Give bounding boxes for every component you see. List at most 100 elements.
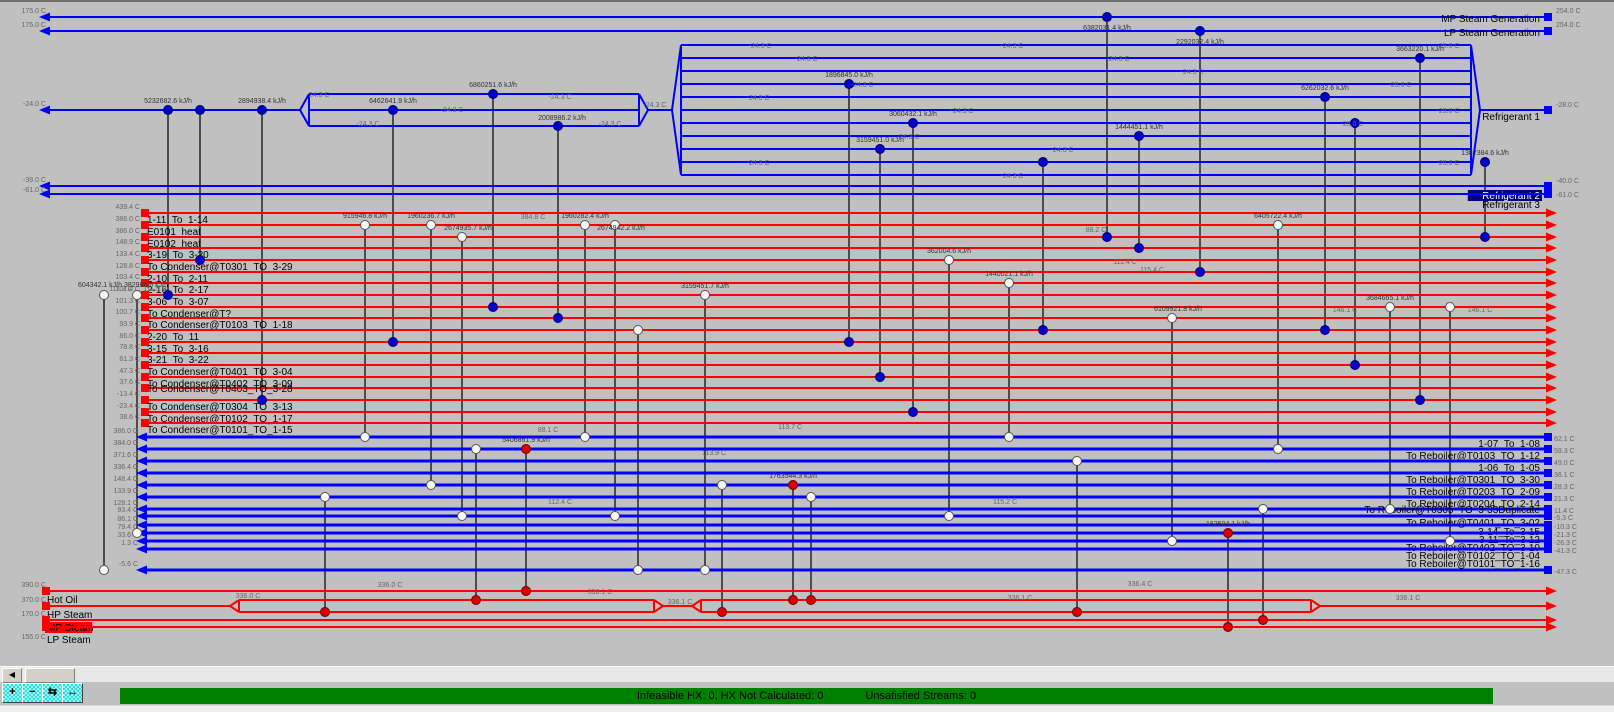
exchanger-node-white[interactable]	[1072, 456, 1082, 466]
exchanger-node-white[interactable]	[99, 290, 109, 300]
exchanger-node-red[interactable]	[788, 595, 798, 605]
exchanger-node-red[interactable]	[717, 607, 727, 617]
stream-label-To Reboiler@T0103_TO_1-12[interactable]: To Reboiler@T0103_TO_1-12	[1406, 451, 1540, 462]
stream-label-1-11_To_1-14[interactable]: 1-11_To_1-14	[147, 215, 208, 226]
exchanger-node-white[interactable]	[700, 290, 710, 300]
scrollbar-thumb[interactable]	[25, 668, 75, 683]
exchanger-node-white[interactable]	[1445, 536, 1455, 546]
zoom-horizontal-button[interactable]: ⇆	[42, 683, 63, 703]
exchanger-node-white[interactable]	[580, 432, 590, 442]
exchanger-node-blue[interactable]	[1480, 232, 1490, 242]
stream-label-To Condenser@T0102_TO_1-17[interactable]: To Condenser@T0102_TO_1-17	[147, 414, 293, 425]
exchanger-node-blue[interactable]	[1350, 118, 1360, 128]
exchanger-node-blue[interactable]	[1134, 131, 1144, 141]
stream-label-Refrigerant 1[interactable]: Refrigerant 1	[1482, 112, 1540, 123]
exchanger-node-blue[interactable]	[195, 255, 205, 265]
exchanger-node-white[interactable]	[99, 565, 109, 575]
exchanger-node-blue[interactable]	[257, 105, 267, 115]
exchanger-node-white[interactable]	[471, 444, 481, 454]
pan-button[interactable]: ↔	[62, 683, 83, 703]
exchanger-node-white[interactable]	[457, 511, 467, 521]
exchanger-node-white[interactable]	[700, 565, 710, 575]
exchanger-node-white[interactable]	[944, 255, 954, 265]
exchanger-node-white[interactable]	[360, 220, 370, 230]
exchanger-node-red[interactable]	[320, 607, 330, 617]
stream-label-2-20_To_11[interactable]: 2-20_To_11	[147, 332, 200, 343]
exchanger-node-red[interactable]	[521, 444, 531, 454]
exchanger-node-white[interactable]	[610, 511, 620, 521]
exchanger-node-white[interactable]	[1385, 302, 1395, 312]
stream-label-To Condenser@T0101_TO_1-15[interactable]: To Condenser@T0101_TO_1-15	[147, 425, 293, 436]
stream-label-LP Steam[interactable]: LP Steam	[47, 635, 91, 646]
exchanger-node-blue[interactable]	[1195, 26, 1205, 36]
exchanger-node-red[interactable]	[1258, 615, 1268, 625]
exchanger-node-white[interactable]	[1167, 536, 1177, 546]
exchanger-node-blue[interactable]	[388, 105, 398, 115]
exchanger-node-white[interactable]	[633, 325, 643, 335]
exchanger-node-white[interactable]	[132, 290, 142, 300]
exchanger-node-blue[interactable]	[1320, 92, 1330, 102]
stream-label-To Reboiler@T0101_TO_1-16[interactable]: To Reboiler@T0101_TO_1-16	[1406, 559, 1540, 570]
stream-label-LP Steam Generation[interactable]: LP Steam Generation	[1444, 28, 1540, 39]
stream-label-E0102_heat[interactable]: E0102_heat	[147, 239, 201, 250]
exchanger-node-white[interactable]	[1385, 504, 1395, 514]
exchanger-node-blue[interactable]	[1415, 53, 1425, 63]
exchanger-node-white[interactable]	[1273, 220, 1283, 230]
stream-label-3-21_To_3-22[interactable]: 3-21_To_3-22	[147, 355, 209, 366]
horizontal-scrollbar[interactable]: ◀	[0, 666, 1614, 683]
zoom-out-button[interactable]: −	[22, 683, 43, 703]
exchanger-node-white[interactable]	[1445, 302, 1455, 312]
exchanger-node-white[interactable]	[426, 220, 436, 230]
exchanger-node-blue[interactable]	[1102, 12, 1112, 22]
stream-label-MP Steam Generation[interactable]: MP Steam Generation	[1441, 14, 1540, 25]
exchanger-node-blue[interactable]	[1038, 325, 1048, 335]
exchanger-node-blue[interactable]	[908, 407, 918, 417]
scroll-left-button[interactable]: ◀	[2, 668, 22, 683]
exchanger-node-red[interactable]	[521, 586, 531, 596]
exchanger-node-blue[interactable]	[1320, 325, 1330, 335]
hen-grid-canvas[interactable]: MP Steam Generation 175.0 C 254.0 C LP Stea…	[0, 0, 1614, 655]
stream-label-MP Steam[interactable]: MP Steam	[47, 623, 94, 634]
exchanger-node-blue[interactable]	[875, 372, 885, 382]
exchanger-node-red[interactable]	[1072, 607, 1082, 617]
exchanger-node-blue[interactable]	[488, 302, 498, 312]
exchanger-node-white[interactable]	[717, 480, 727, 490]
exchanger-node-blue[interactable]	[844, 337, 854, 347]
stream-label-To Condenser@T0403_TO_3-28[interactable]: To Condenser@T0403_TO_3-28	[147, 384, 293, 395]
exchanger-node-red[interactable]	[471, 595, 481, 605]
stream-label-Hot Oil[interactable]: Hot Oil	[47, 595, 78, 606]
exchanger-node-white[interactable]	[457, 232, 467, 242]
stream-label-To Condenser@T0402_TO_3-09[interactable]: To Condenser@T0402_TO_3-09	[147, 379, 293, 390]
exchanger-node-white[interactable]	[132, 528, 142, 538]
exchanger-node-white[interactable]	[320, 492, 330, 502]
stream-label-To Reboiler@T0204_TO_2-14[interactable]: To Reboiler@T0204_TO_2-14	[1406, 499, 1540, 510]
exchanger-node-white[interactable]	[580, 220, 590, 230]
stream-label-To Reboiler@T0203_TO_2-09[interactable]: To Reboiler@T0203_TO_2-09	[1406, 487, 1540, 498]
exchanger-node-blue[interactable]	[1038, 157, 1048, 167]
exchanger-node-blue[interactable]	[1102, 232, 1112, 242]
exchanger-node-white[interactable]	[610, 220, 620, 230]
exchanger-node-white[interactable]	[1004, 278, 1014, 288]
exchanger-node-white[interactable]	[1258, 504, 1268, 514]
exchanger-node-red[interactable]	[1223, 528, 1233, 538]
exchanger-node-white[interactable]	[944, 511, 954, 521]
exchanger-node-blue[interactable]	[1195, 267, 1205, 277]
exchanger-node-white[interactable]	[633, 565, 643, 575]
exchanger-node-blue[interactable]	[257, 395, 267, 405]
stream-label-To Reboiler@T0102_TO_1-04[interactable]: To Reboiler@T0102_TO_1-04	[1406, 551, 1540, 562]
exchanger-node-white[interactable]	[1167, 313, 1177, 323]
stream-label-1-06_To_1-05[interactable]: 1-06_To_1-05	[1478, 463, 1540, 474]
exchanger-node-blue[interactable]	[163, 290, 173, 300]
exchanger-node-red[interactable]	[788, 480, 798, 490]
stream-label-To Condenser@T0401_TO_3-04[interactable]: To Condenser@T0401_TO_3-04	[147, 367, 293, 378]
stream-label-2-16_To_2-17[interactable]: 2-16_To_2-17	[147, 285, 209, 296]
stream-label-Refrigerant 3[interactable]: Refrigerant 3	[1482, 200, 1540, 211]
exchanger-node-white[interactable]	[360, 432, 370, 442]
exchanger-node-blue[interactable]	[1415, 395, 1425, 405]
exchanger-node-blue[interactable]	[1134, 243, 1144, 253]
exchanger-node-blue[interactable]	[488, 89, 498, 99]
exchanger-node-white[interactable]	[1273, 444, 1283, 454]
exchanger-node-blue[interactable]	[553, 121, 563, 131]
exchanger-node-white[interactable]	[806, 492, 816, 502]
stream-label-HP Steam[interactable]: HP Steam	[47, 610, 92, 621]
